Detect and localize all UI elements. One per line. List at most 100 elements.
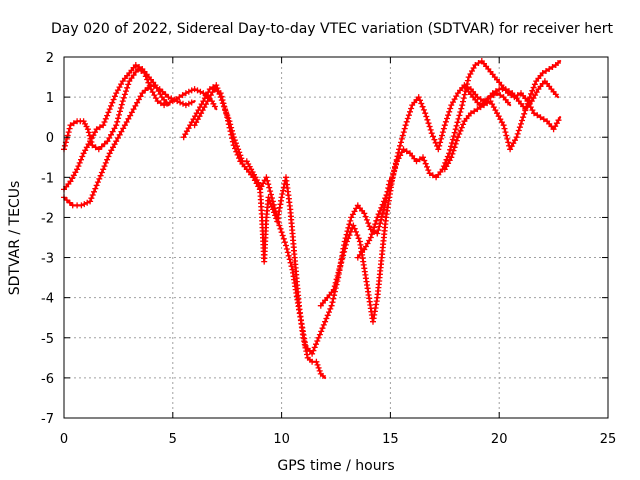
- data-point-marker: [100, 122, 107, 129]
- data-point-marker: [310, 347, 317, 354]
- data-point-marker: [401, 125, 408, 132]
- data-point-marker: [283, 242, 289, 249]
- data-point-marker: [316, 331, 323, 338]
- data-point-marker: [100, 166, 107, 173]
- x-tick-label: 0: [60, 432, 68, 447]
- data-point-marker: [330, 286, 337, 293]
- data-point-marker: [392, 165, 399, 172]
- data-point-marker: [361, 210, 368, 217]
- data-point-marker: [287, 259, 294, 266]
- data-point-marker: [284, 249, 291, 256]
- data-point-marker: [105, 109, 112, 116]
- x-tick-label: 10: [273, 432, 290, 447]
- data-point-marker: [353, 228, 359, 235]
- data-point-marker: [288, 263, 295, 270]
- data-point-marker: [398, 139, 404, 146]
- data-point-marker: [113, 122, 120, 129]
- data-point-marker: [333, 276, 340, 283]
- data-point-marker: [179, 92, 186, 99]
- data-point-marker: [225, 121, 232, 128]
- y-tick-label: -6: [41, 372, 54, 387]
- data-point-marker: [93, 126, 100, 133]
- data-point-marker: [449, 150, 456, 157]
- data-point-marker: [388, 178, 395, 185]
- data-point-marker: [123, 88, 129, 95]
- data-point-marker: [217, 90, 224, 97]
- data-point-marker: [327, 305, 334, 312]
- data-point-marker: [115, 135, 121, 141]
- data-point-marker: [377, 208, 383, 214]
- data-point-marker: [452, 126, 459, 133]
- y-tick-label: -5: [41, 332, 54, 347]
- data-point-marker: [492, 107, 499, 114]
- series-track-6: [317, 82, 512, 325]
- data-point-marker: [188, 87, 195, 94]
- data-point-marker: [67, 122, 74, 129]
- data-point-marker: [78, 156, 84, 163]
- data-point-marker: [156, 86, 163, 93]
- data-point-marker: [66, 199, 73, 206]
- data-point-marker: [116, 131, 123, 138]
- data-point-marker: [298, 321, 305, 328]
- y-tick-label: -4: [41, 292, 54, 307]
- plot-area: [61, 58, 562, 379]
- series-line: [62, 84, 196, 207]
- data-point-marker: [422, 110, 429, 117]
- data-point-marker: [447, 105, 454, 112]
- data-point-marker: [513, 134, 520, 141]
- data-point-marker: [448, 140, 455, 146]
- data-point-marker: [477, 96, 484, 103]
- data-point-marker: [101, 140, 108, 147]
- data-point-marker: [311, 344, 318, 351]
- data-point-marker: [93, 182, 100, 189]
- data-point-marker: [233, 148, 240, 155]
- data-point-marker: [502, 86, 509, 93]
- data-point-marker: [363, 216, 370, 223]
- data-point-marker: [106, 106, 113, 113]
- data-point-marker: [313, 358, 320, 365]
- series-track-9: [463, 78, 560, 113]
- data-point-marker: [279, 232, 286, 239]
- data-point-marker: [214, 88, 221, 95]
- data-point-marker: [162, 91, 169, 98]
- data-point-marker: [157, 100, 164, 107]
- data-point-marker: [76, 159, 83, 166]
- data-point-marker: [269, 198, 276, 205]
- data-point-marker: [251, 177, 258, 184]
- data-point-marker: [378, 204, 385, 211]
- data-point-marker: [344, 228, 351, 235]
- data-point-marker: [371, 224, 378, 231]
- data-point-marker: [264, 177, 271, 184]
- data-point-marker: [221, 103, 228, 110]
- data-point-marker: [345, 235, 352, 242]
- data-point-marker: [418, 100, 425, 107]
- data-point-marker: [338, 259, 345, 266]
- data-point-marker: [110, 96, 117, 103]
- data-point-marker: [400, 129, 407, 136]
- data-point-marker: [213, 82, 220, 89]
- data-point-marker: [471, 108, 478, 115]
- data-point-marker: [417, 97, 423, 104]
- data-point-marker: [342, 245, 348, 252]
- data-point-marker: [384, 188, 391, 195]
- data-point-marker: [374, 230, 381, 237]
- data-point-marker: [275, 219, 282, 225]
- data-point-marker: [315, 364, 322, 371]
- data-point-marker: [382, 195, 389, 202]
- data-point-marker: [267, 188, 274, 195]
- data-point-marker: [437, 139, 444, 146]
- data-point-marker: [424, 163, 430, 170]
- data-point-marker: [428, 130, 435, 137]
- data-point-marker: [211, 86, 218, 93]
- data-point-marker: [116, 111, 122, 118]
- data-point-marker: [281, 239, 288, 246]
- data-point-marker: [451, 129, 458, 136]
- data-point-marker: [354, 232, 361, 239]
- data-point-marker: [120, 125, 127, 132]
- data-point-marker: [347, 228, 354, 235]
- data-point-marker: [224, 114, 231, 121]
- data-point-marker: [540, 116, 547, 123]
- data-point-marker: [137, 93, 144, 100]
- data-point-marker: [423, 113, 430, 120]
- data-point-marker: [313, 341, 319, 348]
